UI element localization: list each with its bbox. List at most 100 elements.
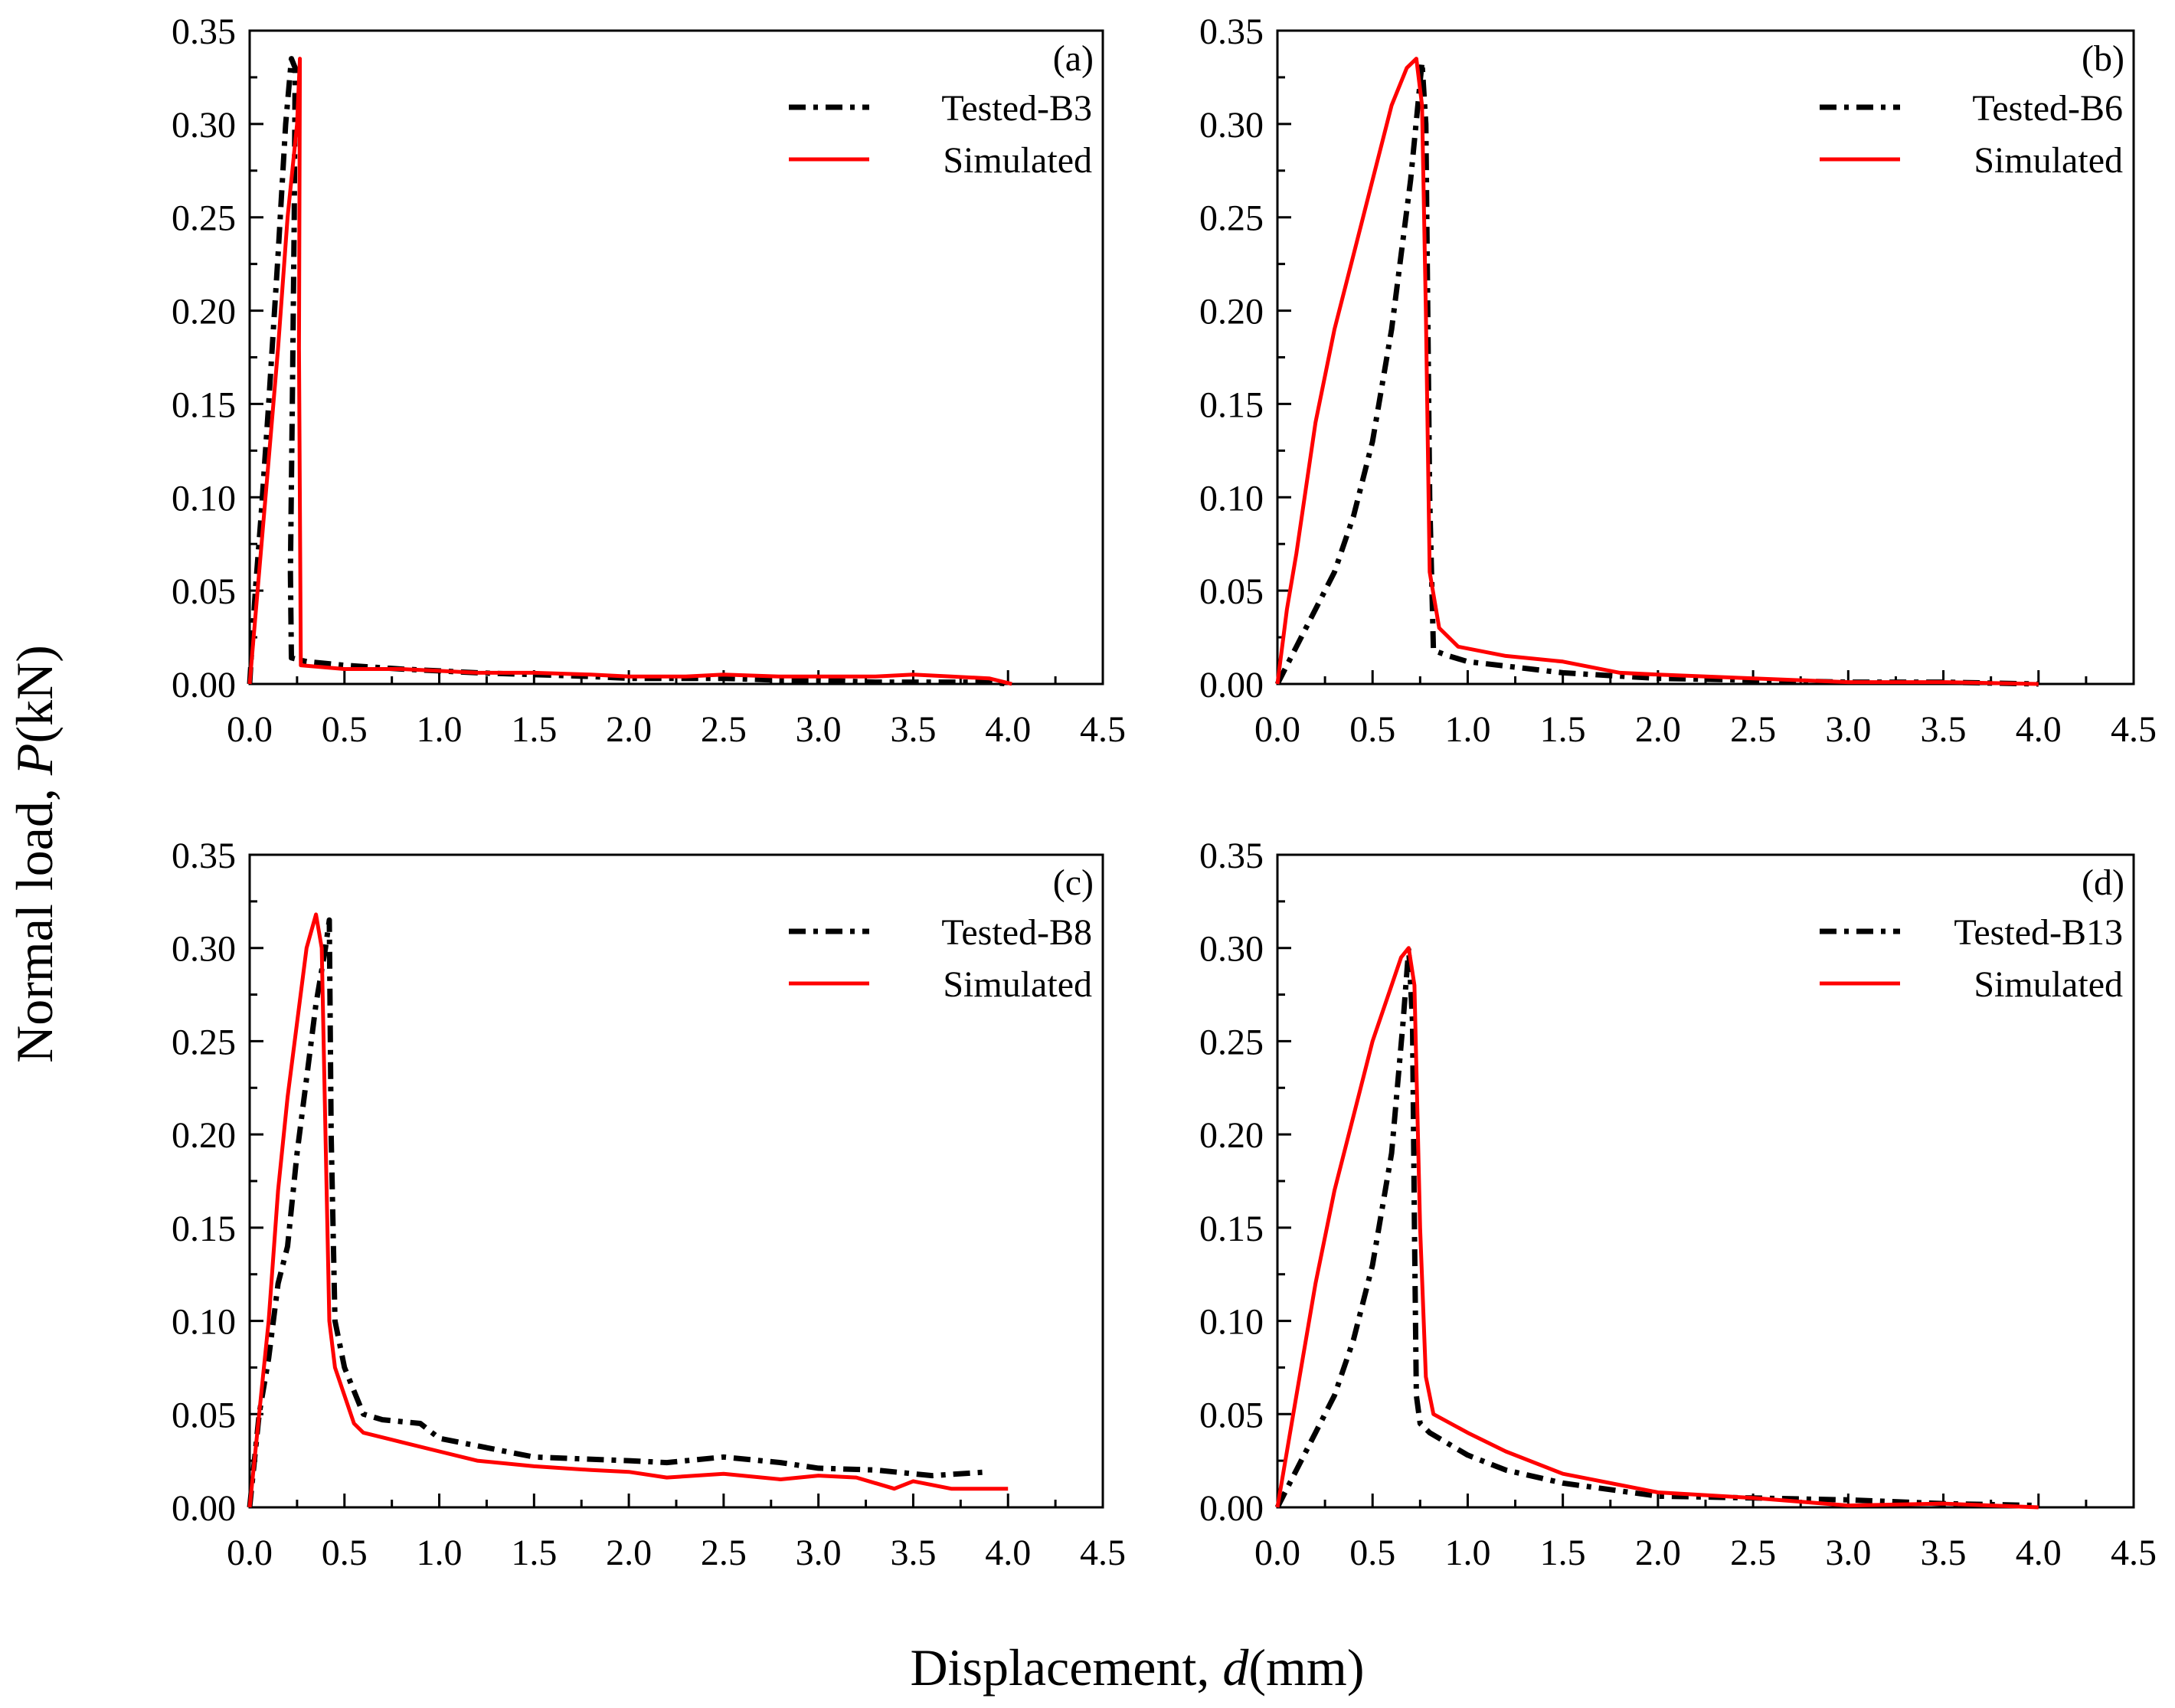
- y-tick-label: 0.00: [1199, 1488, 1264, 1529]
- y-tick-label: 0.05: [1199, 1395, 1264, 1435]
- series-line-simulated: [1275, 57, 2039, 686]
- x-tick-label: 1.0: [1444, 1533, 1490, 1573]
- x-tick-label: 1.0: [417, 709, 463, 750]
- legend-label: Simulated: [943, 140, 1092, 181]
- chart-panel-3: 0.0 0.5 1.0 1.5 2.0 2.5 3.0 3.5 4.0 4.5 0.00 0.05 0.…: [172, 836, 1126, 1573]
- legend-label: Simulated: [1974, 140, 2123, 181]
- x-tick-label: 2.5: [701, 709, 747, 750]
- x-tick-label: 3.0: [796, 709, 842, 750]
- y-axis-title: Normal load, P(kN): [5, 645, 64, 1063]
- y-axis-title-symbol: P: [5, 744, 64, 777]
- x-tick-label: 3.0: [796, 1533, 842, 1573]
- panel-label: (b): [2082, 38, 2124, 79]
- chart-panel-2: 0.0 0.5 1.0 1.5 2.0 2.5 3.0 3.5 4.0 4.5 0.00 0.05 0.…: [1199, 11, 2157, 750]
- y-tick-label: 0.00: [172, 665, 236, 705]
- x-tick-label: 0.5: [1349, 1533, 1395, 1573]
- y-tick-label: 0.10: [1199, 1302, 1264, 1343]
- x-tick-label: 2.0: [1635, 1533, 1681, 1573]
- y-tick-label: 0.30: [1199, 929, 1264, 970]
- x-tick-label: 0.5: [1349, 709, 1395, 750]
- x-axis-title-prefix: Displacement,: [911, 1638, 1223, 1697]
- x-tick-label: 4.0: [2016, 1533, 2062, 1573]
- y-tick-label: 0.35: [172, 836, 236, 876]
- series-line-tested: [1274, 945, 2039, 1509]
- x-tick-label: 0.5: [322, 1533, 368, 1573]
- x-tick-label: 3.0: [1825, 1533, 1871, 1573]
- x-tick-label: 3.0: [1825, 709, 1871, 750]
- legend-label: Tested-B13: [1954, 912, 2123, 953]
- x-tick-label: 3.5: [1921, 1533, 1967, 1573]
- y-tick-label: 0.00: [1199, 665, 1264, 705]
- x-tick-label: 4.0: [2016, 709, 2062, 750]
- x-tick-label: 1.0: [1444, 709, 1490, 750]
- panels: 0.0 0.5 1.0 1.5 2.0 2.5 3.0 3.5 4.0 4.5 0.00 0.05 0.…: [172, 11, 2157, 1573]
- x-tick-label: 0.0: [227, 709, 273, 750]
- x-axis-title-unit: (mm): [1248, 1638, 1364, 1697]
- legend-label: Tested-B3: [941, 88, 1092, 129]
- x-tick-label: 2.5: [1730, 709, 1776, 750]
- y-tick-label: 0.35: [1199, 11, 1264, 52]
- x-tick-label: 2.0: [606, 1533, 652, 1573]
- panel-label: (c): [1053, 862, 1094, 903]
- y-tick-label: 0.20: [172, 1115, 236, 1156]
- x-tick-label: 0.0: [227, 1533, 273, 1573]
- y-tick-label: 0.15: [1199, 384, 1264, 425]
- chart-panel-1: 0.0 0.5 1.0 1.5 2.0 2.5 3.0 3.5 4.0 4.5 0.00 0.05 0.…: [172, 11, 1126, 750]
- y-axis-title-unit: (kN): [5, 645, 64, 743]
- x-axis-title: Displacement, d(mm): [911, 1638, 1365, 1697]
- y-tick-label: 0.30: [172, 929, 236, 970]
- chart-panel-4: 0.0 0.5 1.0 1.5 2.0 2.5 3.0 3.5 4.0 4.5 0.00 0.05 0.…: [1199, 836, 2157, 1573]
- panel-label: (d): [2082, 862, 2124, 903]
- x-tick-label: 2.0: [1635, 709, 1681, 750]
- y-tick-label: 0.20: [1199, 1115, 1264, 1156]
- x-tick-label: 4.5: [2111, 1533, 2157, 1573]
- y-axis-title-prefix: Normal load,: [5, 775, 64, 1063]
- y-tick-label: 0.25: [172, 198, 236, 239]
- y-tick-label: 0.15: [1199, 1209, 1264, 1249]
- x-axis-title-symbol: d: [1222, 1638, 1249, 1697]
- x-tick-label: 2.0: [606, 709, 652, 750]
- x-tick-label: 3.5: [890, 1533, 936, 1573]
- y-tick-label: 0.30: [1199, 105, 1264, 146]
- x-tick-label: 4.0: [985, 709, 1031, 750]
- legend-label: Simulated: [943, 964, 1092, 1005]
- series-line-simulated: [1275, 946, 2039, 1510]
- y-tick-label: 0.10: [1199, 478, 1264, 519]
- x-tick-label: 0.0: [1254, 1533, 1300, 1573]
- series-line-tested: [1274, 59, 2039, 687]
- y-tick-label: 0.05: [172, 571, 236, 612]
- y-tick-label: 0.10: [172, 478, 236, 519]
- x-tick-label: 0.5: [322, 709, 368, 750]
- x-tick-label: 3.5: [890, 709, 936, 750]
- x-tick-label: 4.5: [1080, 1533, 1126, 1573]
- x-tick-label: 2.5: [1730, 1533, 1776, 1573]
- y-tick-label: 0.15: [172, 1209, 236, 1249]
- y-tick-label: 0.20: [172, 292, 236, 332]
- y-tick-label: 0.15: [172, 384, 236, 425]
- x-tick-label: 1.0: [417, 1533, 463, 1573]
- x-tick-label: 4.5: [1080, 709, 1126, 750]
- x-tick-label: 1.5: [1540, 709, 1586, 750]
- x-tick-label: 3.5: [1921, 709, 1967, 750]
- x-tick-label: 4.5: [2111, 709, 2157, 750]
- y-tick-label: 0.05: [1199, 571, 1264, 612]
- x-tick-label: 1.5: [511, 1533, 557, 1573]
- y-tick-label: 0.35: [1199, 836, 1264, 876]
- y-tick-label: 0.30: [172, 105, 236, 146]
- x-tick-label: 2.5: [701, 1533, 747, 1573]
- x-tick-label: 1.5: [1540, 1533, 1586, 1573]
- panel-label: (a): [1053, 38, 1094, 79]
- y-tick-label: 0.25: [1199, 1022, 1264, 1062]
- series-line-tested: [247, 56, 1009, 687]
- x-tick-label: 0.0: [1254, 709, 1300, 750]
- y-tick-label: 0.25: [172, 1022, 236, 1062]
- y-tick-label: 0.35: [172, 11, 236, 52]
- series-line-simulated: [247, 57, 1012, 686]
- y-tick-label: 0.05: [172, 1395, 236, 1435]
- x-tick-label: 1.5: [511, 709, 557, 750]
- y-tick-label: 0.20: [1199, 292, 1264, 332]
- x-tick-label: 4.0: [985, 1533, 1031, 1573]
- legend-label: Simulated: [1974, 964, 2123, 1005]
- series-line-tested: [247, 917, 989, 1508]
